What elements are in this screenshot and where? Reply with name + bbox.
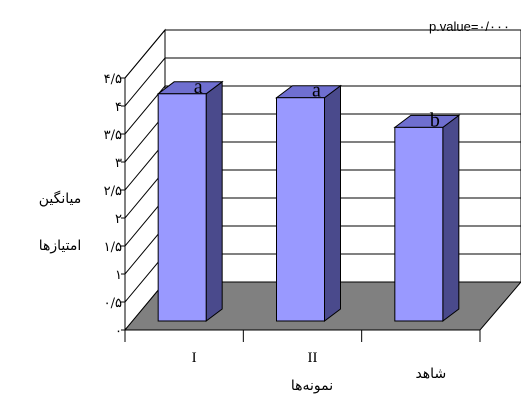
significance-letter: a bbox=[194, 76, 203, 98]
gridline bbox=[124, 57, 521, 107]
x-tick-label: I bbox=[192, 350, 197, 366]
x-axis-title: نمونه‌ها bbox=[291, 378, 333, 394]
bars: a a b bbox=[156, 76, 461, 322]
x-tick-label: شاهد bbox=[415, 366, 446, 382]
bar-side bbox=[205, 80, 223, 322]
bar bbox=[276, 97, 325, 322]
bar-side bbox=[442, 114, 460, 322]
gridline bbox=[124, 29, 521, 79]
gridline bbox=[124, 85, 521, 135]
y-axis-label-line-1: میانگین bbox=[39, 190, 82, 207]
y-tick-label: ۱ bbox=[115, 268, 122, 283]
bar bbox=[157, 93, 207, 322]
bar-side bbox=[324, 84, 341, 322]
p-value-annotation: p.value=۰/۰۰۰ bbox=[429, 19, 510, 34]
y-tick-label: ۴ bbox=[115, 100, 122, 115]
significance-letter: a bbox=[312, 80, 321, 102]
y-tick-label: ۴/۵ bbox=[104, 72, 122, 87]
y-tick-label: ۲ bbox=[115, 212, 122, 227]
y-tick-label: ۲/۵ bbox=[104, 184, 122, 199]
y-tick-label: ۰ bbox=[115, 324, 122, 339]
y-axis-label-line-2: امتیازها bbox=[39, 238, 82, 254]
y-tick-label: ۳ bbox=[115, 156, 122, 171]
y-tick-label: ۳/۵ bbox=[104, 128, 122, 143]
y-tick-label: ۰/۵ bbox=[104, 296, 122, 311]
y-axis-ticks: ۰ ۰/۵ ۱ ۱/۵ ۲ ۲/۵ ۳ ۳/۵ ۴ ۴/۵ bbox=[104, 72, 125, 339]
significance-letter: b bbox=[430, 109, 440, 131]
x-tick-label: II bbox=[308, 350, 318, 366]
y-tick-label: ۱/۵ bbox=[104, 240, 122, 255]
bar bbox=[394, 126, 444, 322]
